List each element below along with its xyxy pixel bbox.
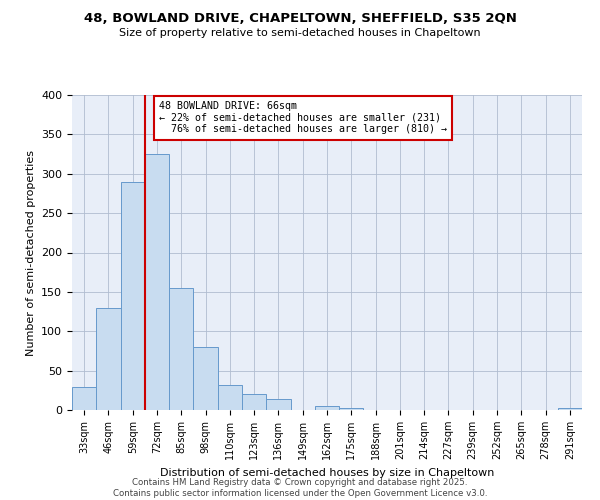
X-axis label: Distribution of semi-detached houses by size in Chapeltown: Distribution of semi-detached houses by … xyxy=(160,468,494,477)
Y-axis label: Number of semi-detached properties: Number of semi-detached properties xyxy=(26,150,35,356)
Bar xyxy=(315,406,339,410)
Bar xyxy=(121,182,145,410)
Bar xyxy=(145,154,169,410)
Text: 48 BOWLAND DRIVE: 66sqm
← 22% of semi-detached houses are smaller (231)
  76% of: 48 BOWLAND DRIVE: 66sqm ← 22% of semi-de… xyxy=(158,102,446,134)
Bar xyxy=(558,408,582,410)
Bar xyxy=(218,385,242,410)
Bar xyxy=(169,288,193,410)
Bar xyxy=(242,394,266,410)
Bar xyxy=(96,308,121,410)
Text: Contains HM Land Registry data © Crown copyright and database right 2025.
Contai: Contains HM Land Registry data © Crown c… xyxy=(113,478,487,498)
Bar xyxy=(193,347,218,410)
Bar xyxy=(266,399,290,410)
Text: Size of property relative to semi-detached houses in Chapeltown: Size of property relative to semi-detach… xyxy=(119,28,481,38)
Text: 48, BOWLAND DRIVE, CHAPELTOWN, SHEFFIELD, S35 2QN: 48, BOWLAND DRIVE, CHAPELTOWN, SHEFFIELD… xyxy=(83,12,517,26)
Bar xyxy=(339,408,364,410)
Bar xyxy=(72,387,96,410)
